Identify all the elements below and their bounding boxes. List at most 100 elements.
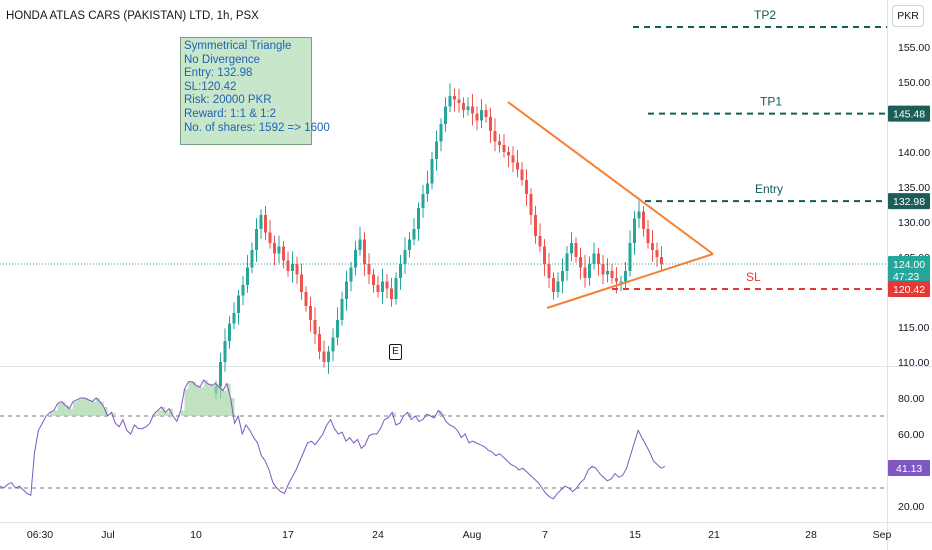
rsi-line [0, 379, 666, 500]
candle-body [318, 334, 321, 352]
candle-body [394, 278, 398, 299]
time-axis: 06:30 Jul 10 17 24 Aug 7 15 21 28 Sep [0, 522, 932, 541]
price-tick-label: 155.00 [898, 42, 930, 54]
candle-body [300, 274, 303, 292]
time-tick-label: 06:30 [27, 529, 53, 541]
candle-body [322, 351, 326, 362]
time-tick-label: 17 [282, 529, 294, 541]
candle-body [376, 285, 380, 292]
candle-body [606, 271, 609, 275]
candle-body [493, 131, 497, 142]
time-tick-label: 7 [542, 529, 548, 541]
entry-price-badge [888, 193, 930, 210]
candle-body [313, 320, 317, 334]
candle-body [466, 106, 470, 110]
candle-body [219, 362, 222, 387]
price-tick-label: 135.00 [898, 182, 930, 194]
candle-body [403, 250, 407, 264]
note-line: Reward: 1:1 & 1:2 [184, 107, 277, 120]
candle-body [282, 246, 285, 261]
candle-body [507, 152, 510, 156]
sl-price-badge [888, 281, 930, 298]
candle-body [471, 106, 474, 114]
time-tick-label: 28 [805, 529, 817, 541]
candle-body [484, 110, 488, 117]
candle-body [498, 141, 501, 145]
candle-body [660, 257, 663, 264]
candle-body [232, 313, 236, 324]
candle-body [529, 194, 533, 215]
price-tick-label: 140.00 [898, 147, 930, 159]
price-tick-label: 110.00 [898, 357, 929, 369]
time-tick-label: Sep [873, 529, 892, 541]
candle-body [538, 236, 542, 247]
candle-body [651, 243, 654, 250]
symbol-title[interactable]: HONDA ATLAS CARS (PAKISTAN) LTD, 1h, PSX [6, 10, 259, 22]
candle-body [502, 145, 506, 152]
time-tick-label: 10 [190, 529, 202, 541]
candle-body [255, 229, 258, 250]
candle-body [601, 264, 605, 275]
last-price-badge-text: 47:23 [893, 271, 919, 283]
candle-body [444, 106, 447, 124]
note-line: Risk: 20000 PKR [184, 94, 272, 107]
candle-body [304, 292, 308, 306]
candle-body [340, 299, 344, 320]
candle-body [475, 113, 479, 121]
candle-body [435, 141, 438, 159]
tp2-label: TP2 [754, 8, 776, 22]
candle-body [228, 323, 231, 341]
candle-body [520, 169, 524, 180]
rsi-overbought-fill [49, 380, 446, 416]
candle-body [277, 246, 281, 254]
candle-body [597, 253, 600, 264]
candle-body [619, 281, 623, 283]
candle-body [525, 180, 528, 194]
candle-body [354, 250, 357, 268]
candle-body [489, 117, 492, 131]
candle-body [417, 208, 420, 229]
candle-body [291, 264, 294, 271]
candle-body [579, 257, 582, 268]
candle-body [457, 99, 461, 103]
candle-body [646, 229, 650, 243]
triangle-lower-trendline[interactable] [546, 253, 714, 309]
candle-body [237, 295, 240, 313]
candle-body [295, 264, 299, 275]
currency-button[interactable]: PKR [892, 5, 924, 27]
entry-label: Entry [755, 182, 783, 196]
rsi-tick-label: 60.00 [898, 429, 924, 441]
candle-body [556, 281, 560, 292]
candle-body [331, 337, 335, 352]
candle-body [367, 264, 371, 275]
triangle-upper-trendline[interactable] [507, 101, 714, 255]
candle-body [426, 183, 429, 194]
candle-body [583, 267, 587, 278]
candle-body [588, 264, 591, 278]
entry-price-badge-text: 132.98 [893, 196, 925, 208]
candle-body [534, 215, 537, 236]
candle-body [349, 267, 353, 282]
candle-body [381, 281, 384, 292]
last-price-badge-text: 124.00 [893, 259, 925, 271]
candle-body [570, 243, 573, 254]
note-line: SL:120.42 [184, 80, 237, 93]
candle-body [345, 281, 348, 299]
candle-body [655, 250, 659, 257]
candle-body [309, 306, 312, 320]
rsi-tick-label: 80.00 [898, 393, 924, 405]
candle-body [637, 211, 641, 219]
time-tick-label: 15 [629, 529, 641, 541]
last-price-badge [888, 256, 930, 284]
candle-body [264, 215, 267, 233]
candle-body [516, 162, 519, 170]
candle-body [399, 264, 402, 278]
candle-body [327, 351, 330, 362]
candle-body [642, 211, 645, 229]
tp1-label: TP1 [760, 95, 782, 109]
trade-note[interactable]: Symmetrical Triangle No Divergence Entry… [180, 37, 330, 145]
candle-body [610, 271, 614, 278]
earnings-badge[interactable]: E [389, 344, 402, 360]
sl-label: SL [746, 270, 761, 284]
